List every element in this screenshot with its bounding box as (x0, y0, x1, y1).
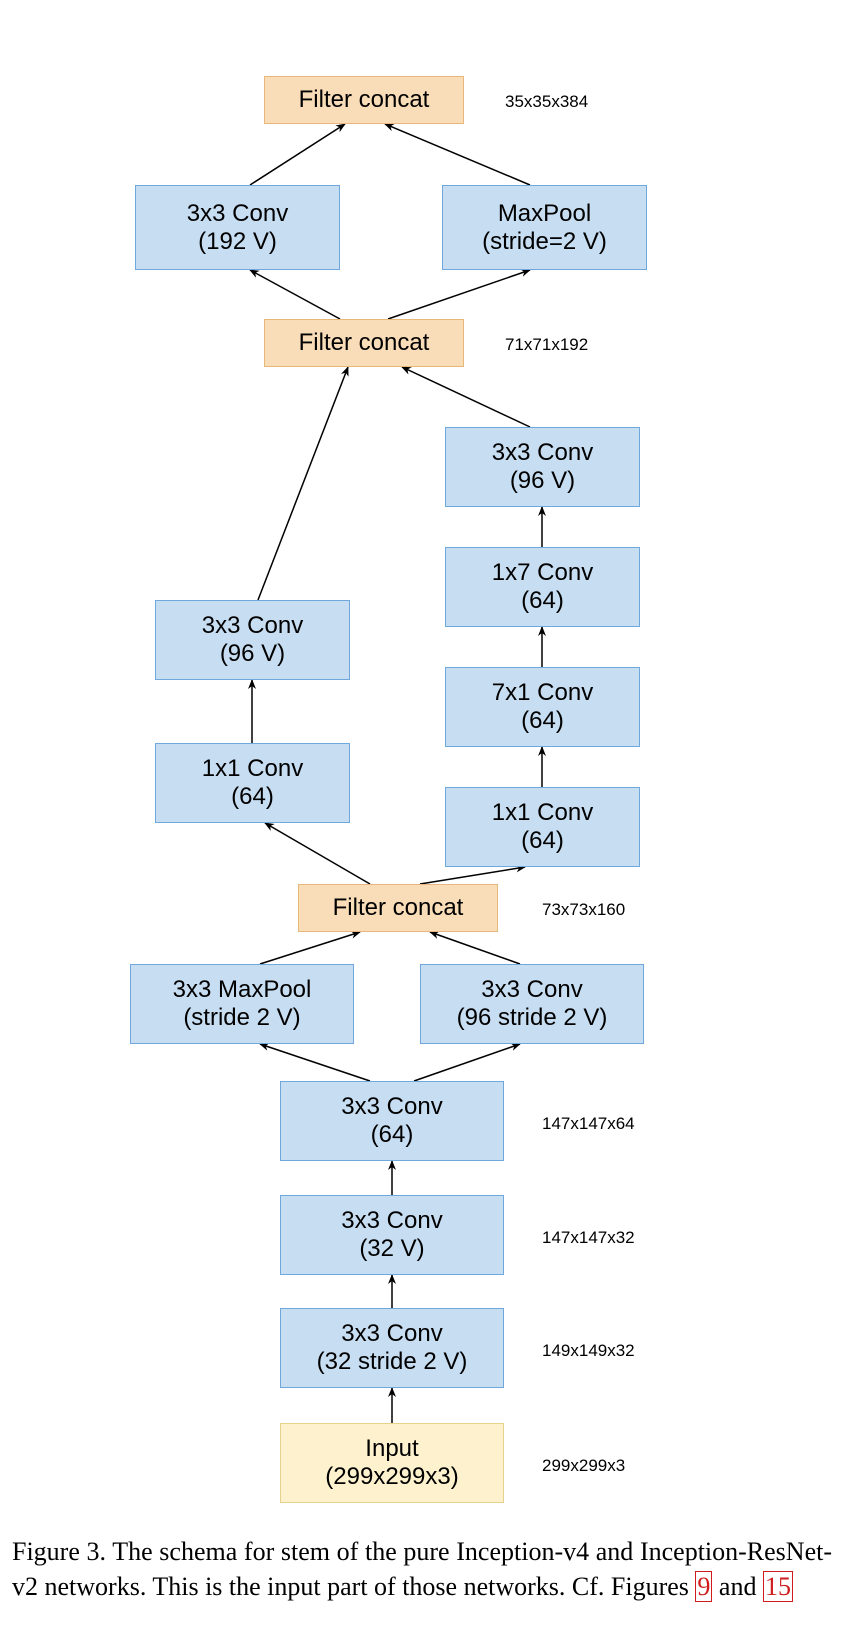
node-r-7x1-l1: 7x1 Conv (492, 679, 593, 707)
node-conv3-l2: (64) (371, 1121, 414, 1149)
node-conv4-l1: 3x3 Conv (481, 976, 582, 1004)
node-maxpool1-l2: (stride 2 V) (183, 1004, 300, 1032)
node-l-1x1-l1: 1x1 Conv (202, 755, 303, 783)
node-maxpool1-l1: 3x3 MaxPool (173, 976, 312, 1004)
node-conv4-l2: (96 stride 2 V) (457, 1004, 608, 1032)
node-conv1-l2: (32 stride 2 V) (317, 1348, 468, 1376)
node-r-3x3: 3x3 Conv (96 V) (445, 427, 640, 507)
figure-caption: Figure 3. The schema for stem of the pur… (12, 1534, 832, 1604)
node-concat3: Filter concat (264, 76, 464, 124)
node-concat1: Filter concat (298, 884, 498, 932)
node-concat2: Filter concat (264, 319, 464, 367)
node-l-1x1-l2: (64) (231, 783, 274, 811)
node-conv2-l2: (32 V) (359, 1235, 424, 1263)
arrows-layer (0, 0, 848, 1646)
node-concat2-l1: Filter concat (299, 329, 430, 357)
node-conv2: 3x3 Conv (32 V) (280, 1195, 504, 1275)
node-maxpool2-l2: (stride=2 V) (482, 228, 607, 256)
caption-ref-9[interactable]: 9 (695, 1571, 712, 1602)
node-r-3x3-l1: 3x3 Conv (492, 439, 593, 467)
node-maxpool2-l1: MaxPool (498, 200, 591, 228)
annot-conv3: 147x147x64 (542, 1114, 635, 1134)
node-r-1x7-l2: (64) (521, 587, 564, 615)
node-concat1-l1: Filter concat (333, 894, 464, 922)
annot-concat1: 73x73x160 (542, 900, 625, 920)
node-conv192: 3x3 Conv (192 V) (135, 185, 340, 270)
node-input: Input (299x299x3) (280, 1423, 504, 1503)
node-r-1x1-l2: (64) (521, 827, 564, 855)
node-conv192-l2: (192 V) (198, 228, 277, 256)
node-maxpool1: 3x3 MaxPool (stride 2 V) (130, 964, 354, 1044)
node-r-7x1: 7x1 Conv (64) (445, 667, 640, 747)
node-r-1x1-l1: 1x1 Conv (492, 799, 593, 827)
node-r-1x7: 1x7 Conv (64) (445, 547, 640, 627)
node-conv3-l1: 3x3 Conv (341, 1093, 442, 1121)
caption-ref-15[interactable]: 15 (763, 1571, 793, 1602)
node-r-7x1-l2: (64) (521, 707, 564, 735)
annot-conv1: 149x149x32 (542, 1341, 635, 1361)
node-conv1-l1: 3x3 Conv (341, 1320, 442, 1348)
node-l-1x1: 1x1 Conv (64) (155, 743, 350, 823)
node-l-3x3-l2: (96 V) (220, 640, 285, 668)
node-conv2-l1: 3x3 Conv (341, 1207, 442, 1235)
node-maxpool2: MaxPool (stride=2 V) (442, 185, 647, 270)
node-r-1x7-l1: 1x7 Conv (492, 559, 593, 587)
node-conv1: 3x3 Conv (32 stride 2 V) (280, 1308, 504, 1388)
node-conv3: 3x3 Conv (64) (280, 1081, 504, 1161)
annot-concat2: 71x71x192 (505, 335, 588, 355)
node-conv4: 3x3 Conv (96 stride 2 V) (420, 964, 644, 1044)
caption-mid: and (712, 1572, 763, 1601)
node-l-3x3: 3x3 Conv (96 V) (155, 600, 350, 680)
node-l-3x3-l1: 3x3 Conv (202, 612, 303, 640)
annot-conv2: 147x147x32 (542, 1228, 635, 1248)
node-input-l1: Input (365, 1435, 418, 1463)
node-conv192-l1: 3x3 Conv (187, 200, 288, 228)
node-concat3-l1: Filter concat (299, 86, 430, 114)
diagram-page: Input (299x299x3) 3x3 Conv (32 stride 2 … (0, 0, 848, 1646)
annot-input: 299x299x3 (542, 1456, 625, 1476)
annot-concat3: 35x35x384 (505, 92, 588, 112)
node-r-1x1: 1x1 Conv (64) (445, 787, 640, 867)
node-r-3x3-l2: (96 V) (510, 467, 575, 495)
node-input-l2: (299x299x3) (325, 1463, 458, 1491)
